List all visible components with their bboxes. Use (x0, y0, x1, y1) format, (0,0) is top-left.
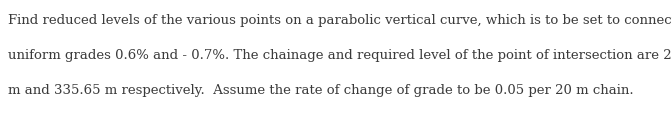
Text: uniform grades 0.6% and - 0.7%. The chainage and required level of the point of : uniform grades 0.6% and - 0.7%. The chai… (8, 49, 672, 62)
Text: Find reduced levels of the various points on a parabolic vertical curve, which i: Find reduced levels of the various point… (8, 14, 672, 27)
Text: m and 335.65 m respectively.  Assume the rate of change of grade to be 0.05 per : m and 335.65 m respectively. Assume the … (8, 84, 634, 97)
